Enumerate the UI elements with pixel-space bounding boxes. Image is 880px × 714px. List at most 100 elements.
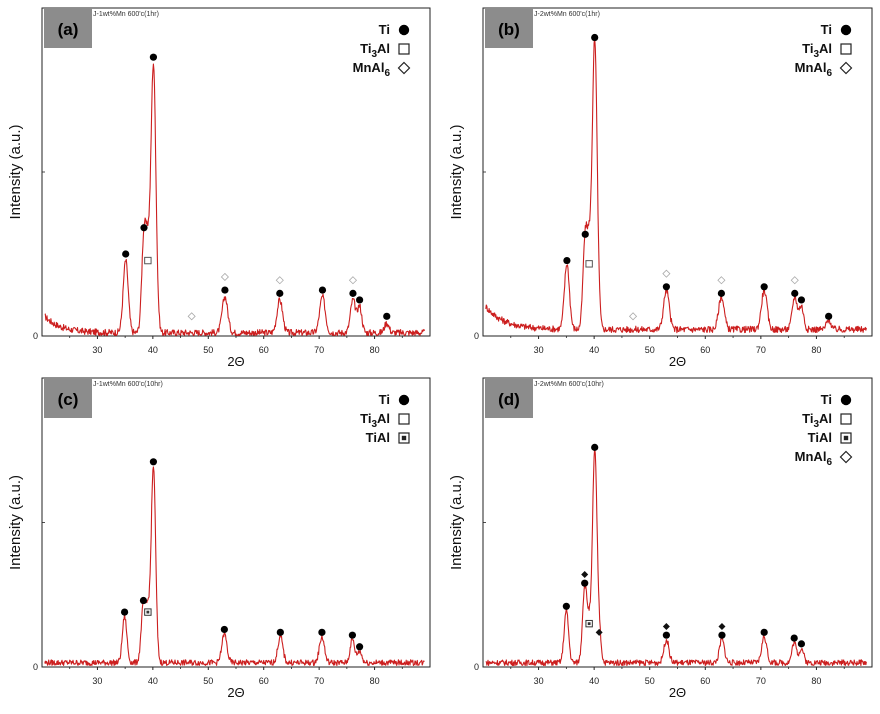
x-axis-label: 2Θ xyxy=(669,354,686,369)
y-tick-label: 0 xyxy=(33,662,38,672)
panel-label-box xyxy=(485,8,533,48)
ti-peak-marker xyxy=(318,286,327,294)
x-tick-label: 80 xyxy=(811,345,821,355)
x-tick-label: 30 xyxy=(92,676,102,686)
ti-peak-marker xyxy=(349,289,357,297)
legend-marker-filled-circle xyxy=(398,394,410,406)
x-tick-label: 80 xyxy=(811,676,821,686)
x-axis-label: 2Θ xyxy=(669,685,686,700)
y-axis-label: Intensity (a.u.) xyxy=(7,124,24,219)
legend-marker-diamond xyxy=(839,450,853,464)
mnal6-peak-marker xyxy=(718,623,726,631)
mnal6-peak-marker xyxy=(595,628,603,636)
x-axis-label: 2Θ xyxy=(227,685,244,700)
x-tick-label: 60 xyxy=(700,345,710,355)
tial-peak-marker-dot xyxy=(587,622,591,626)
xrd-chart-d: 30 40 50 60 70 80 0 2Θ Intensity (a.u.) (d) J-2wt%… xyxy=(448,377,873,700)
ti-peak-marker xyxy=(276,628,284,636)
x-tick-label: 80 xyxy=(370,676,380,686)
ti-peak-marker xyxy=(760,628,768,636)
y-tick-label: 0 xyxy=(474,662,479,672)
sample-label: J-1wt%Mn 600'c(10hr) xyxy=(93,381,163,388)
ti-peak-marker xyxy=(139,596,148,605)
sample-label: J-1wt%Mn 600'c(1hr) xyxy=(93,11,159,18)
ti-peak-marker xyxy=(276,289,284,297)
x-tick-label: 30 xyxy=(534,345,544,355)
x-tick-label: 50 xyxy=(645,345,655,355)
y-tick-label: 0 xyxy=(474,331,479,341)
x-tick-label: 50 xyxy=(203,676,213,686)
panel-label-box xyxy=(44,8,92,48)
mnal6-peak-marker xyxy=(628,312,638,321)
ti-peak-marker xyxy=(591,33,599,42)
ti-peak-marker xyxy=(220,625,228,634)
ti-peak-marker xyxy=(797,296,806,304)
ti-peak-marker xyxy=(348,631,356,639)
x-tick-label: 30 xyxy=(534,676,544,686)
legend-marker-open-square xyxy=(840,43,852,55)
ti-peak-marker xyxy=(383,312,391,320)
legend-label: Ti xyxy=(379,392,390,407)
legend-marker-filled-circle xyxy=(840,394,852,406)
mnal6-peak-marker xyxy=(790,276,799,285)
ti3al-peak-marker xyxy=(585,260,593,268)
x-tick-label: 70 xyxy=(314,345,324,355)
legend-label: Ti3Al xyxy=(802,41,832,60)
ti-peak-marker xyxy=(221,286,229,294)
y-axis-label: Intensity (a.u.) xyxy=(7,475,24,570)
legend-label: Ti3Al xyxy=(360,411,390,430)
xrd-spectrum-line xyxy=(44,63,426,336)
ti-peak-marker xyxy=(790,634,798,642)
panel-label-box xyxy=(44,378,92,418)
ti-peak-marker xyxy=(797,640,806,648)
xrd-spectrum-line xyxy=(44,466,425,667)
ti-peak-marker xyxy=(825,312,833,320)
x-tick-label: 60 xyxy=(259,345,269,355)
ti-peak-marker xyxy=(581,579,589,587)
ti-peak-marker xyxy=(318,628,326,636)
ti-peak-marker xyxy=(662,283,670,291)
x-tick-label: 70 xyxy=(314,676,324,686)
mnal6-peak-marker xyxy=(717,276,726,285)
x-tick-label: 70 xyxy=(756,345,766,355)
panel-b: 30 40 50 60 70 80 0 2Θ Intensity (a.u.) (b) J-2wt%… xyxy=(440,0,880,370)
panel-a: 30 40 50 60 70 80 0 2Θ Intensity (a.u.) (a) J-1wt%… xyxy=(0,0,440,370)
legend-label: Ti xyxy=(821,22,832,37)
x-tick-label: 40 xyxy=(589,676,599,686)
ti-peak-marker xyxy=(149,53,158,61)
legend-marker-diamond xyxy=(839,61,853,75)
ti-peak-marker xyxy=(356,296,364,304)
ti-peak-marker xyxy=(562,602,570,610)
y-axis-label: Intensity (a.u.) xyxy=(448,124,465,219)
xrd-chart-c: 30 40 50 60 70 80 0 2Θ Intensity (a.u.) (c) J-1wt%… xyxy=(7,377,431,700)
legend-marker-filled-circle xyxy=(398,24,410,36)
ti3al-peak-marker xyxy=(144,256,152,265)
x-tick-label: 60 xyxy=(700,676,710,686)
ti-peak-marker xyxy=(717,289,726,297)
x-tick-label: 30 xyxy=(92,345,102,355)
panel-d: 30 40 50 60 70 80 0 2Θ Intensity (a.u.) (d) J-2wt%… xyxy=(440,370,880,709)
x-tick-label: 40 xyxy=(589,345,599,355)
legend-label: Ti3Al xyxy=(360,41,390,60)
ti-peak-marker xyxy=(760,283,768,291)
x-tick-label: 50 xyxy=(645,676,655,686)
ti-peak-marker xyxy=(140,224,148,232)
panel-label-box xyxy=(485,378,533,418)
tial-peak-marker-dot xyxy=(146,610,150,614)
legend-label: TiAl xyxy=(808,430,832,445)
xrd-chart-a: 30 40 50 60 70 80 0 2Θ Intensity (a.u.) (a) J-1wt%… xyxy=(7,7,431,369)
ti-peak-marker xyxy=(581,230,589,238)
legend-label: Ti xyxy=(821,392,832,407)
sample-label: J-2wt%Mn 600'c(1hr) xyxy=(534,11,600,18)
panel-label: (d) xyxy=(498,390,520,409)
ti-peak-marker xyxy=(149,458,158,466)
ti-peak-marker xyxy=(356,643,364,651)
xrd-spectrum-line xyxy=(485,447,867,667)
legend-label: Ti3Al xyxy=(802,411,832,430)
legend-marker-dotted-square-dot xyxy=(401,435,407,441)
ti-peak-marker xyxy=(120,608,129,616)
x-tick-label: 60 xyxy=(259,676,269,686)
legend-label: TiAl xyxy=(366,430,390,445)
legend-marker-open-square xyxy=(398,413,410,425)
ti-peak-marker xyxy=(718,631,726,639)
